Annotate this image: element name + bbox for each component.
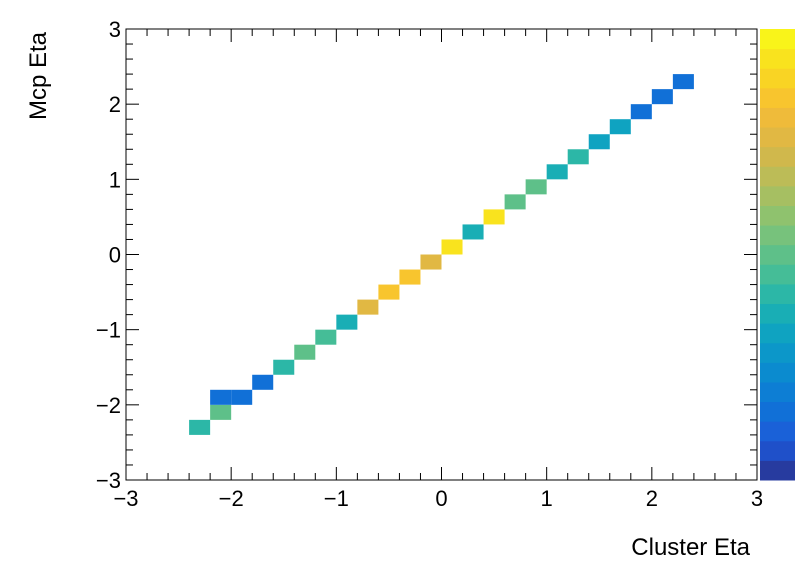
colorbar-segment — [760, 283, 795, 305]
colorbar-segment — [760, 401, 795, 422]
colorbar-segment — [760, 48, 795, 69]
colorbar — [760, 29, 795, 481]
heatmap-cell — [546, 164, 568, 180]
heatmap-cell — [294, 344, 316, 360]
colorbar-segment — [760, 166, 795, 187]
heatmap-cell — [420, 254, 442, 270]
x-tick-label: 3 — [751, 486, 763, 511]
colorbar-segment — [760, 225, 795, 246]
heatmap-cell — [567, 149, 589, 165]
x-tick-label: −3 — [113, 486, 138, 511]
x-tick-label: 1 — [541, 486, 553, 511]
colorbar-segment — [760, 29, 795, 50]
x-tick-label: 2 — [646, 486, 658, 511]
axes-layer: −3 −2 −1 0 1 2 3 −3 −2 −1 0 1 2 3 — [96, 17, 763, 511]
heatmap-cell — [441, 239, 463, 255]
heatmap-cell — [672, 74, 694, 90]
colorbar-segment — [760, 205, 795, 226]
heatmap-cell — [483, 209, 505, 225]
x-tick-label: −2 — [219, 486, 244, 511]
colorbar-segment — [760, 185, 795, 206]
heatmap-cell — [504, 194, 526, 210]
y-tick-label: −3 — [96, 468, 121, 493]
y-tick-label: 2 — [109, 92, 121, 117]
colorbar-segment — [760, 362, 795, 383]
y-axis-title: Mcp Eta — [25, 31, 52, 120]
heatmap-cell — [273, 359, 295, 375]
colorbar-segment — [760, 107, 795, 128]
heatmap-cell — [462, 224, 484, 240]
colorbar-segment — [760, 146, 795, 167]
y-tick-label: −1 — [96, 318, 121, 343]
colorbar-segment — [760, 342, 795, 363]
colorbar-segment — [760, 303, 795, 324]
heatmap-cell — [378, 284, 400, 300]
heatmap-cell — [189, 419, 211, 435]
colorbar-segment — [760, 421, 795, 442]
heatmap-cell — [336, 314, 358, 330]
y-tick-label: 0 — [109, 243, 121, 268]
heatmap-cell — [525, 179, 547, 195]
heatmap-cell — [210, 389, 232, 405]
heatmap-cell — [315, 329, 337, 345]
colorbar-segment — [760, 440, 795, 461]
colorbar-segment — [760, 264, 795, 285]
cells-layer — [189, 74, 694, 435]
colorbar-segment — [760, 127, 795, 148]
colorbar-segment — [760, 87, 795, 108]
heatmap-cell — [609, 119, 631, 135]
x-axis-title: Cluster Eta — [631, 534, 750, 561]
y-tick-label: 1 — [109, 167, 121, 192]
heatmap-cell — [231, 389, 253, 405]
x-tick-label: −1 — [324, 486, 349, 511]
colorbar-segment — [760, 68, 795, 89]
heatmap-cell — [588, 134, 610, 150]
colorbar-segment — [760, 381, 795, 403]
heatmap-cell — [357, 299, 379, 315]
y-tick-label: 3 — [109, 17, 121, 42]
x-tick-label: 0 — [435, 486, 447, 511]
y-tick-label: −2 — [96, 393, 121, 418]
colorbar-segment — [760, 323, 795, 344]
heatmap-cell — [651, 89, 673, 105]
heatmap-cell — [630, 104, 652, 120]
heatmap-cell — [399, 269, 421, 285]
heatmap-cell — [210, 404, 232, 420]
colorbar-segment — [760, 460, 795, 481]
colorbar-segment — [760, 244, 795, 265]
heatmap-cell — [252, 374, 274, 390]
